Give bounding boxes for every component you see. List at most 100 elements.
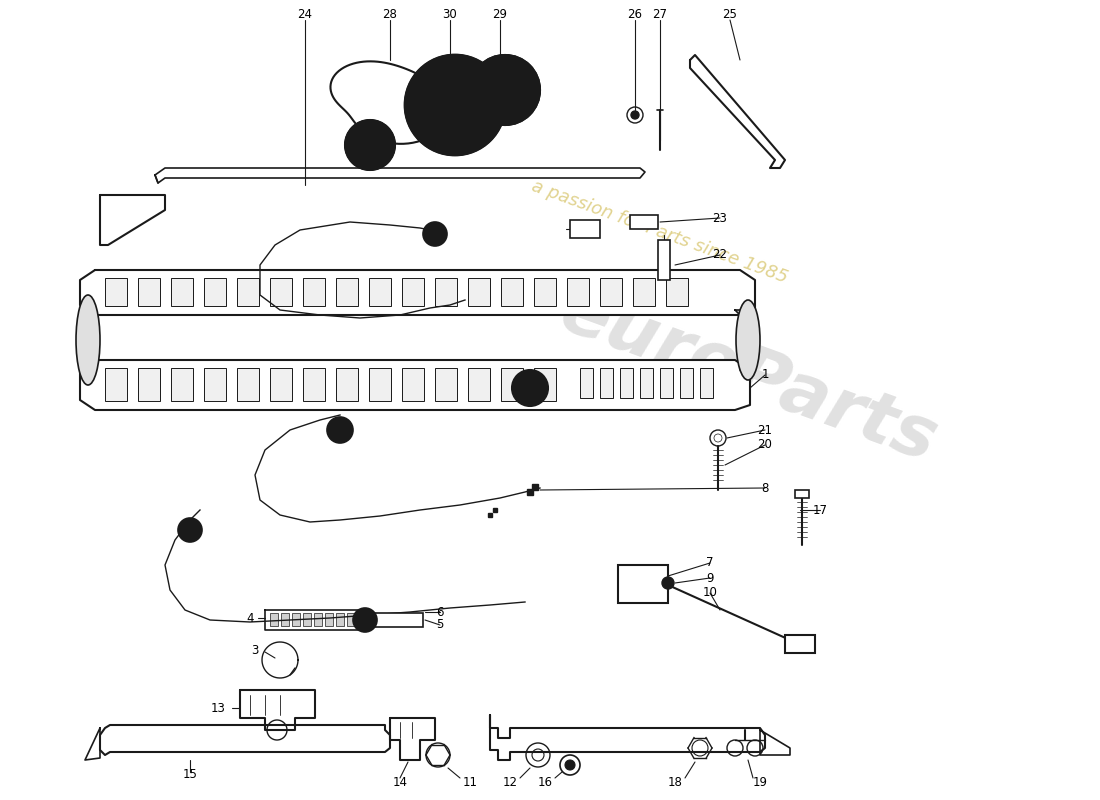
Text: 30: 30	[442, 9, 458, 22]
Text: 11: 11	[462, 775, 477, 789]
Bar	[104, 278, 126, 306]
Bar	[402, 368, 424, 401]
Text: 27: 27	[652, 9, 668, 22]
Circle shape	[631, 111, 639, 119]
Bar	[368, 368, 390, 401]
Bar	[170, 368, 192, 401]
Bar	[280, 613, 289, 626]
Text: 18: 18	[668, 775, 682, 789]
Polygon shape	[80, 360, 750, 410]
Bar	[104, 368, 126, 401]
Polygon shape	[330, 62, 447, 144]
Text: 16: 16	[538, 775, 552, 789]
Circle shape	[470, 55, 540, 125]
Text: 7: 7	[706, 557, 714, 570]
Text: 29: 29	[493, 9, 507, 22]
Text: 22: 22	[713, 249, 727, 262]
Bar	[620, 368, 632, 398]
Text: 13: 13	[210, 702, 225, 714]
Circle shape	[424, 222, 447, 246]
Bar	[534, 278, 556, 306]
Bar	[302, 368, 324, 401]
Bar	[566, 278, 588, 306]
Text: 5: 5	[437, 618, 443, 631]
Bar	[785, 635, 815, 653]
Circle shape	[327, 417, 353, 443]
Text: 10: 10	[703, 586, 717, 599]
Bar	[618, 565, 668, 603]
Polygon shape	[100, 195, 165, 245]
Bar	[666, 278, 688, 306]
Text: 1: 1	[761, 369, 769, 382]
Bar	[468, 368, 490, 401]
Text: 23: 23	[713, 211, 727, 225]
Ellipse shape	[736, 300, 760, 380]
Bar	[138, 278, 160, 306]
Polygon shape	[80, 270, 755, 315]
Circle shape	[178, 518, 202, 542]
Text: 12: 12	[503, 775, 517, 789]
Bar	[500, 368, 522, 401]
Text: 4: 4	[246, 611, 254, 625]
Polygon shape	[690, 55, 785, 168]
Text: 24: 24	[297, 9, 312, 22]
Circle shape	[345, 120, 395, 170]
Bar	[468, 278, 490, 306]
Bar	[368, 278, 390, 306]
Bar	[302, 613, 311, 626]
Text: 15: 15	[183, 769, 197, 782]
Bar	[680, 368, 693, 398]
Bar	[658, 240, 670, 280]
Bar	[170, 278, 192, 306]
Bar	[402, 278, 424, 306]
Bar	[434, 368, 456, 401]
Text: euroParts: euroParts	[550, 276, 946, 476]
Bar	[270, 613, 278, 626]
Bar	[570, 220, 600, 238]
Bar	[534, 368, 556, 401]
Bar	[434, 278, 456, 306]
Ellipse shape	[76, 295, 100, 385]
Text: 20: 20	[758, 438, 772, 451]
Text: 9: 9	[706, 571, 714, 585]
Circle shape	[662, 577, 674, 589]
Bar	[640, 368, 653, 398]
Bar	[700, 368, 713, 398]
Polygon shape	[390, 718, 435, 760]
Bar	[236, 278, 258, 306]
Bar	[500, 278, 522, 306]
Bar	[336, 368, 358, 401]
Bar	[632, 278, 654, 306]
Bar	[270, 368, 292, 401]
Polygon shape	[735, 310, 755, 370]
Bar	[138, 368, 160, 401]
Polygon shape	[80, 315, 95, 360]
Circle shape	[353, 608, 377, 632]
Polygon shape	[85, 728, 100, 760]
Bar	[292, 613, 300, 626]
Polygon shape	[265, 610, 360, 630]
Polygon shape	[490, 715, 764, 760]
Bar	[324, 613, 333, 626]
Polygon shape	[100, 725, 390, 755]
Bar	[204, 368, 226, 401]
Bar	[270, 278, 292, 306]
Bar	[302, 278, 324, 306]
Polygon shape	[760, 730, 790, 755]
Bar	[795, 490, 808, 498]
Text: 3: 3	[251, 643, 258, 657]
Bar	[336, 278, 358, 306]
Circle shape	[512, 370, 548, 406]
Bar	[368, 613, 424, 627]
Text: 21: 21	[758, 423, 772, 437]
Bar	[600, 278, 621, 306]
Bar	[600, 368, 613, 398]
Text: 19: 19	[752, 775, 768, 789]
Bar	[336, 613, 344, 626]
Text: 8: 8	[761, 482, 769, 494]
Bar	[346, 613, 355, 626]
Text: 6: 6	[437, 606, 443, 618]
Circle shape	[565, 760, 575, 770]
Text: a passion for Parts since 1985: a passion for Parts since 1985	[529, 177, 791, 287]
Bar	[630, 215, 658, 229]
